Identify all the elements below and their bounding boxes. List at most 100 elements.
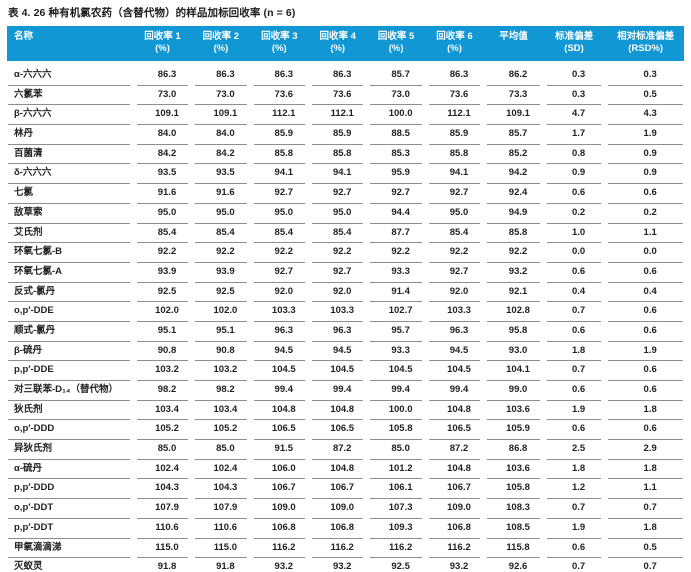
table-header: 名称 回收率 1 (%) 回收率 2 (%) 回收率 3 (%) 回收率 4 (%) 回收率 5(…: [8, 26, 683, 66]
value-cell: 91.6: [136, 184, 189, 204]
value-cell: 92.6: [487, 558, 540, 572]
value-cell: 0.6: [608, 322, 683, 342]
table-body: α-六六六 86.3 86.3 86.3 86.3 85.7 86.3 86.2 0.3 0.3 六…: [8, 66, 683, 572]
value-cell: 107.3: [370, 499, 422, 519]
compound-name: p,p′-DDE: [8, 361, 130, 381]
value-cell: 93.3: [370, 342, 422, 362]
value-cell: 92.0: [253, 283, 305, 303]
value-cell: 88.5: [370, 125, 422, 145]
table-row: 对三联苯-D₁₄（替代物） 98.2 98.2 99.4 99.4 99.4 99.4 99.…: [8, 381, 683, 401]
value-cell: 106.8: [428, 519, 481, 539]
value-cell: 116.2: [312, 539, 364, 559]
value-cell: 93.9: [136, 263, 189, 283]
value-cell: 92.0: [312, 283, 364, 303]
value-cell: 86.3: [428, 66, 481, 86]
compound-name: 敌草索: [8, 204, 130, 224]
value-cell: 94.9: [487, 204, 540, 224]
value-cell: 90.8: [136, 342, 189, 362]
table-row: 林丹 84.0 84.0 85.9 85.9 88.5 85.9 85.7 1.7 1.9: [8, 125, 683, 145]
value-cell: 105.2: [195, 420, 247, 441]
value-cell: 1.9: [546, 401, 602, 421]
table-row: 百菌清 84.2 84.2 85.8 85.8 85.3 85.8 85.2 0.8 0.9: [8, 145, 683, 165]
value-cell: 0.6: [608, 361, 683, 381]
value-cell: 85.4: [312, 224, 364, 244]
value-cell: 93.9: [195, 263, 247, 283]
column-header-unit: (%): [447, 43, 462, 54]
value-cell: 93.0: [487, 342, 540, 362]
compound-name: δ-六六六: [8, 164, 130, 185]
value-cell: 94.2: [487, 164, 540, 185]
value-cell: 85.0: [136, 440, 189, 460]
value-cell: 92.7: [428, 263, 481, 283]
value-cell: 92.2: [370, 243, 422, 263]
value-cell: 92.5: [370, 558, 421, 572]
value-cell: 109.3: [370, 519, 422, 539]
value-cell: 112.1: [253, 105, 305, 126]
column-header: 回收率 5 (%): [370, 26, 421, 66]
table-row: 反式-氯丹 92.5 92.5 92.0 92.0 91.4 92.0 92.1 0.4 0.4: [8, 283, 683, 303]
table-row: 顺式-氯丹 95.1 95.1 96.3 96.3 95.7 96.3 95.8 0.6 0.6: [8, 322, 683, 342]
value-cell: 106.5: [312, 420, 364, 441]
column-header-unit: (%): [271, 43, 287, 54]
value-cell: 103.6: [487, 460, 540, 480]
value-cell: 90.8: [195, 342, 247, 362]
value-cell: 112.1: [312, 105, 364, 126]
value-cell: 95.9: [370, 164, 422, 185]
value-cell: 1.9: [608, 125, 683, 145]
value-cell: 91.5: [253, 440, 305, 460]
value-cell: 85.8: [487, 224, 540, 244]
value-cell: 95.7: [370, 322, 422, 342]
value-cell: 85.7: [370, 66, 422, 86]
table-row: 七氯 91.6 91.6 92.7 92.7 92.7 92.7 92.4 0.6 0.6: [8, 184, 683, 204]
value-cell: 1.1: [608, 224, 683, 244]
column-header: 平均值: [487, 26, 540, 66]
value-cell: 0.3: [608, 66, 683, 86]
table-row: p,p′-DDE 103.2 103.2 104.5 104.5 104.5 104.5 10…: [8, 361, 683, 381]
value-cell: 115.0: [136, 539, 189, 559]
value-cell: 92.2: [195, 243, 247, 263]
value-cell: 85.3: [370, 145, 422, 165]
value-cell: 98.2: [136, 381, 189, 401]
value-cell: 109.0: [312, 499, 364, 519]
value-cell: 86.3: [136, 66, 189, 86]
compound-name: 甲氧滴滴涕: [8, 539, 130, 559]
value-cell: 96.3: [428, 322, 481, 342]
value-cell: 1.1: [608, 479, 683, 500]
value-cell: 109.1: [195, 105, 247, 126]
value-cell: 86.2: [487, 66, 540, 86]
value-cell: 107.9: [136, 499, 189, 519]
value-cell: 73.0: [370, 86, 422, 106]
value-cell: 110.6: [136, 519, 189, 539]
value-cell: 99.4: [428, 381, 481, 401]
table-row: α-硫丹 102.4 102.4 106.0 104.8 101.2 104.8 103.6 1…: [8, 460, 683, 480]
value-cell: 0.8: [546, 145, 602, 165]
value-cell: 115.8: [487, 539, 540, 559]
compound-name: 顺式-氯丹: [8, 322, 130, 342]
value-cell: 2.9: [608, 440, 683, 460]
value-cell: 96.3: [312, 322, 364, 342]
value-cell: 105.9: [487, 420, 540, 441]
value-cell: 94.4: [370, 204, 422, 224]
value-cell: 1.9: [546, 519, 602, 539]
table-row: 异狄氏剂 85.0 85.0 91.5 87.2 85.0 87.2 86.8 2.5 2.9: [8, 440, 683, 460]
value-cell: 103.2: [195, 361, 247, 381]
compound-name: 林丹: [8, 125, 130, 145]
table-row: o,p′-DDT 107.9 107.9 109.0 109.0 107.3 109.0 10…: [8, 499, 683, 519]
value-cell: 109.0: [253, 499, 305, 519]
value-cell: 85.9: [428, 125, 481, 145]
value-cell: 0.7: [546, 302, 602, 322]
value-cell: 85.4: [428, 224, 481, 244]
table-row: p,p′-DDD 104.3 104.3 106.7 106.7 106.1 106.7 10…: [8, 479, 683, 500]
value-cell: 106.7: [312, 479, 364, 500]
value-cell: 1.8: [608, 401, 683, 421]
value-cell: 87.7: [370, 224, 422, 244]
value-cell: 103.4: [195, 401, 247, 421]
table-row: α-六六六 86.3 86.3 86.3 86.3 85.7 86.3 86.2 0.3 0.3: [8, 66, 683, 86]
value-cell: 108.3: [487, 499, 540, 519]
value-cell: 95.8: [487, 322, 540, 342]
compound-name: 艾氏剂: [8, 224, 130, 244]
table-row: 灭蚁灵 91.8 91.8 93.2 93.2 92.5 93.2 92.6 0.7 0.7: [8, 558, 683, 572]
value-cell: 0.0: [608, 243, 683, 263]
value-cell: 84.0: [136, 125, 189, 145]
column-header-unit: (RSD%): [628, 43, 664, 54]
